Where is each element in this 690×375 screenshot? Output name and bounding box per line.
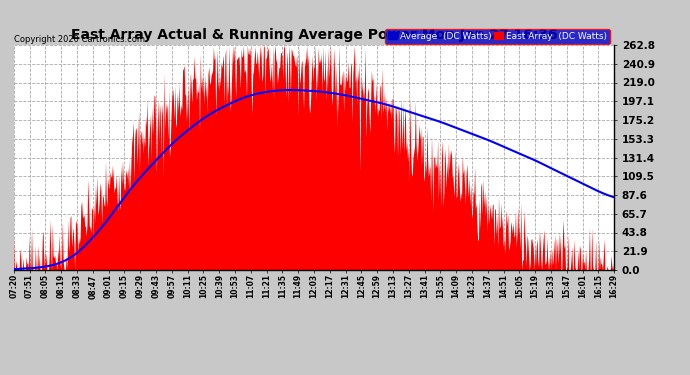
Legend: Average  (DC Watts), East Array  (DC Watts): Average (DC Watts), East Array (DC Watts… [385,29,609,44]
Text: Copyright 2020 Cartronics.com: Copyright 2020 Cartronics.com [14,35,145,44]
Title: East Array Actual & Running Average Power Mon Jan 27 16:36: East Array Actual & Running Average Powe… [70,28,558,42]
